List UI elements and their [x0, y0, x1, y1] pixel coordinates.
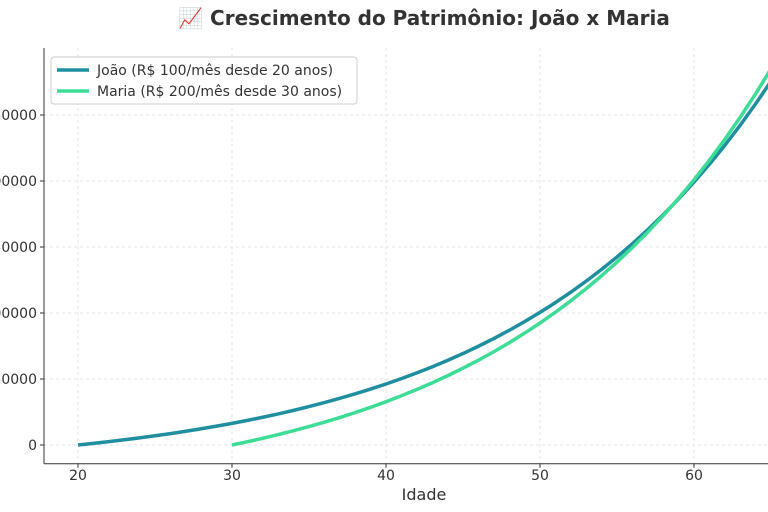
y-tick-label: 200000 — [0, 174, 37, 190]
chart-title: 📈 Crescimento do Patrimônio: João x Mari… — [178, 6, 670, 30]
plot-area — [77, 70, 768, 447]
legend-box — [50, 56, 358, 105]
y-tick-label: 150000 — [0, 240, 37, 256]
legend-label: João (R$ 100/mês desde 20 anos) — [96, 63, 333, 79]
y-tick-label: 0 — [28, 438, 37, 454]
line-series — [77, 82, 768, 447]
y-tick-label: 100000 — [0, 306, 37, 322]
y-tick-label: 50000 — [0, 372, 37, 388]
x-tick-label: 50 — [531, 468, 549, 484]
x-tick-label: 40 — [377, 468, 395, 484]
y-tick-label: 250000 — [0, 108, 37, 124]
line-series — [231, 70, 768, 447]
x-axis-label: Idade — [402, 485, 447, 504]
x-tick-label: 20 — [69, 468, 87, 484]
grid: 0 50000 100000 150000 200000 250000 20 30 40 50 60 — [0, 48, 768, 484]
legend-label: Maria (R$ 200/mês desde 30 anos) — [97, 84, 342, 100]
legend: João (R$ 100/mês desde 20 anos) Maria (R$… — [50, 56, 358, 105]
x-tick-label: 30 — [223, 468, 241, 484]
x-tick-label: 60 — [685, 468, 703, 484]
